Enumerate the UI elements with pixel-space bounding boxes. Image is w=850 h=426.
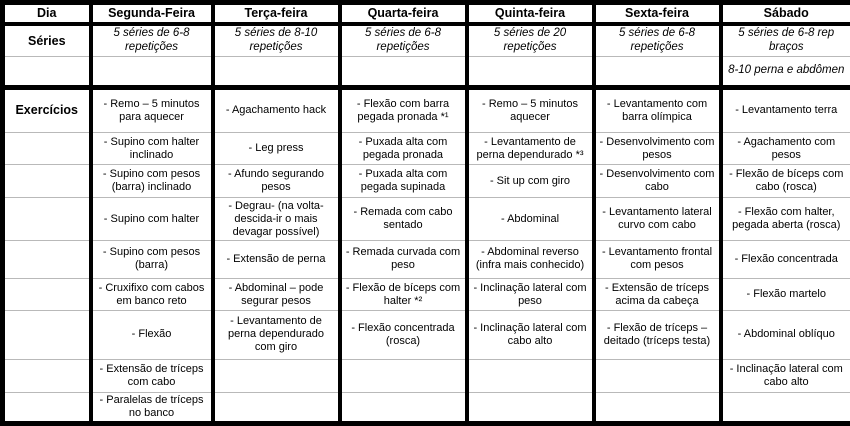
col-header-sexta: Sexta-feira xyxy=(591,2,723,26)
exercise-cell: - Inclinação lateral com peso xyxy=(464,278,596,312)
exercise-row: - Cruxifixo com cabos em banco reto - Ab… xyxy=(0,278,850,312)
series-row-label: Séries xyxy=(0,23,93,58)
col-header-terca: Terça-feira xyxy=(210,2,342,26)
exercise-cell: - Levantamento de perna dependurado *³ xyxy=(464,132,596,166)
col-header-segunda: Segunda-Feira xyxy=(88,2,215,26)
exercise-cell: - Supino com halter xyxy=(88,197,215,241)
exercise-cell: - Flexão concentrada xyxy=(718,240,850,279)
exercise-cell xyxy=(464,392,596,424)
exercise-cell: - Flexão com barra pegada pronada *¹ xyxy=(337,87,469,133)
series-cell-quarta: 5 séries de 6-8 repetições xyxy=(337,23,469,58)
exercise-cell: - Extensão de tríceps acima da cabeça xyxy=(591,278,723,312)
exercise-cell: - Afundo segurando pesos xyxy=(210,164,342,199)
col-header-quarta: Quarta-feira xyxy=(337,2,469,26)
col-header-sabado: Sábado xyxy=(718,2,850,26)
exercise-cell: - Desenvolvimento com cabo xyxy=(591,164,723,199)
exercise-cell xyxy=(337,392,469,424)
exercise-cell: - Remada com cabo sentado xyxy=(337,197,469,241)
header-row: Dia Segunda-Feira Terça-feira Quarta-fei… xyxy=(0,2,850,26)
series-cell-quinta: 5 séries de 20 repetições xyxy=(464,23,596,58)
exercise-cell: - Remo – 5 minutos para aquecer xyxy=(88,87,215,133)
col-header-quinta: Quinta-feira xyxy=(464,2,596,26)
exercise-cell: - Desenvolvimento com pesos xyxy=(591,132,723,166)
exercise-row: - Extensão de tríceps com cabo - Inclina… xyxy=(0,359,850,393)
exercise-cell xyxy=(718,392,850,424)
series-row: Séries 5 séries de 6-8 repetições 5 séri… xyxy=(0,23,850,58)
exercise-cell xyxy=(591,359,723,393)
series-cell-segunda: 5 séries de 6-8 repetições xyxy=(88,23,215,58)
exercise-cell xyxy=(591,392,723,424)
series-cell-sexta: 5 séries de 6-8 repetições xyxy=(591,23,723,58)
exercise-cell: - Levantamento lateral curvo com cabo xyxy=(591,197,723,241)
exercise-cell: - Sit up com giro xyxy=(464,164,596,199)
exercise-cell: - Supino com pesos (barra) xyxy=(88,240,215,279)
exercise-cell xyxy=(337,359,469,393)
exercise-cell: - Flexão de bíceps com halter *² xyxy=(337,278,469,312)
exercise-cell: - Agachamento hack xyxy=(210,87,342,133)
exercise-cell: - Abdominal oblíquo xyxy=(718,310,850,360)
exercise-cell: - Supino com halter inclinado xyxy=(88,132,215,166)
exercise-row: - Supino com pesos (barra) - Extensão de… xyxy=(0,240,850,279)
exercise-cell: - Levantamento com barra olímpica xyxy=(591,87,723,133)
series-cell2-sexta xyxy=(591,56,723,90)
exercise-cell: - Puxada alta com pegada supinada xyxy=(337,164,469,199)
empty-cell xyxy=(0,359,93,393)
empty-cell xyxy=(0,197,93,241)
exercise-cell: - Remo – 5 minutos aquecer xyxy=(464,87,596,133)
exercise-cell: - Remada curvada com peso xyxy=(337,240,469,279)
empty-cell xyxy=(0,56,93,90)
exercise-cell: - Degrau- (na volta-descida-ir o mais de… xyxy=(210,197,342,241)
exercise-cell: - Flexão de tríceps – deitado (tríceps t… xyxy=(591,310,723,360)
exercise-cell: - Levantamento terra xyxy=(718,87,850,133)
exercise-cell: - Levantamento de perna dependurado com … xyxy=(210,310,342,360)
exercise-cell: - Paralelas de tríceps no banco xyxy=(88,392,215,424)
exercise-cell: - Abdominal reverso (infra mais conhecid… xyxy=(464,240,596,279)
series-cell-terca: 5 séries de 8-10 repetições xyxy=(210,23,342,58)
exercise-cell: - Abdominal xyxy=(464,197,596,241)
exercise-cell: - Supino com pesos (barra) inclinado xyxy=(88,164,215,199)
exercise-cell: - Leg press xyxy=(210,132,342,166)
exercise-cell: - Flexão com halter, pegada aberta (rosc… xyxy=(718,197,850,241)
exercise-cell: - Agachamento com pesos xyxy=(718,132,850,166)
exercise-row: - Flexão - Levantamento de perna dependu… xyxy=(0,310,850,360)
series-cell2-sabado: 8-10 perna e abdômen xyxy=(718,56,850,90)
exercise-cell: - Extensão de tríceps com cabo xyxy=(88,359,215,393)
exercise-cell: - Extensão de perna xyxy=(210,240,342,279)
empty-cell xyxy=(0,310,93,360)
exercise-cell: - Cruxifixo com cabos em banco reto xyxy=(88,278,215,312)
exercise-cell: - Flexão xyxy=(88,310,215,360)
empty-cell xyxy=(0,164,93,199)
exercise-cell: - Inclinação lateral com cabo alto xyxy=(464,310,596,360)
exercise-row: Exercícios - Remo – 5 minutos para aquec… xyxy=(0,87,850,133)
series-cell2-segunda xyxy=(88,56,215,90)
exercises-row-label: Exercícios xyxy=(0,87,93,133)
empty-cell xyxy=(0,278,93,312)
exercise-row: - Paralelas de tríceps no banco xyxy=(0,392,850,424)
series-cell2-quinta xyxy=(464,56,596,90)
exercise-cell xyxy=(210,392,342,424)
exercise-cell: - Flexão concentrada (rosca) xyxy=(337,310,469,360)
empty-cell xyxy=(0,240,93,279)
exercise-cell: - Abdominal – pode segurar pesos xyxy=(210,278,342,312)
exercise-cell xyxy=(210,359,342,393)
exercise-cell xyxy=(464,359,596,393)
exercise-row: - Supino com halter - Degrau- (na volta-… xyxy=(0,197,850,241)
series-cell2-quarta xyxy=(337,56,469,90)
series-cell-sabado: 5 séries de 6-8 rep braços xyxy=(718,23,850,58)
series-row-2: 8-10 perna e abdômen xyxy=(0,56,850,90)
exercise-cell: - Flexão martelo xyxy=(718,278,850,312)
exercise-row: - Supino com halter inclinado - Leg pres… xyxy=(0,132,850,166)
exercise-row: - Supino com pesos (barra) inclinado - A… xyxy=(0,164,850,199)
series-cell2-terca xyxy=(210,56,342,90)
exercise-cell: - Inclinação lateral com cabo alto xyxy=(718,359,850,393)
col-header-dia: Dia xyxy=(0,2,93,26)
exercise-cell: - Flexão de bíceps com cabo (rosca) xyxy=(718,164,850,199)
empty-cell xyxy=(0,132,93,166)
exercise-cell: - Puxada alta com pegada pronada xyxy=(337,132,469,166)
exercise-cell: - Levantamento frontal com pesos xyxy=(591,240,723,279)
empty-cell xyxy=(0,392,93,424)
